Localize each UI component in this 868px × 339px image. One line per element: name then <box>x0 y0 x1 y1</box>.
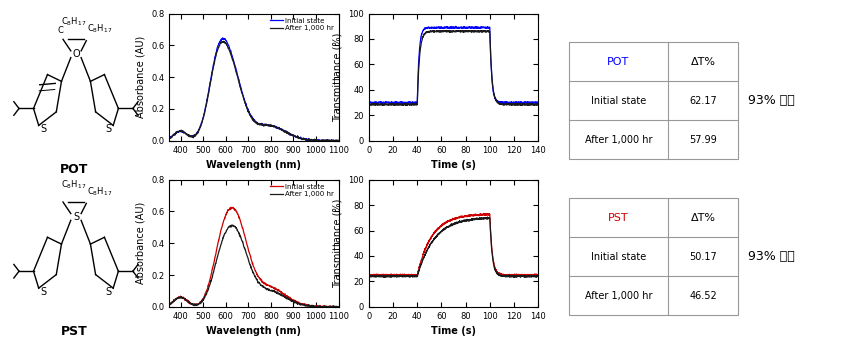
Initial state <box>264 284 274 288</box>
Text: C: C <box>57 26 63 35</box>
Text: 93% 달성: 93% 달성 <box>748 250 795 263</box>
Text: 46.52: 46.52 <box>689 291 717 301</box>
Initial state <box>241 239 252 243</box>
Text: $\mathregular{C_8H_{17}}$: $\mathregular{C_8H_{17}}$ <box>61 16 86 28</box>
Text: After 1,000 hr: After 1,000 hr <box>585 291 652 301</box>
Legend: Initial state, After 1,000 hr: Initial state, After 1,000 hr <box>269 17 335 32</box>
Text: Initial state: Initial state <box>591 252 646 262</box>
Text: PST: PST <box>608 213 628 223</box>
After 1,000 hr <box>227 223 238 227</box>
Initial state <box>333 139 344 143</box>
After 1,000 hr <box>309 139 319 143</box>
Initial state <box>164 136 174 140</box>
Initial state <box>164 303 174 307</box>
Initial state <box>278 291 288 295</box>
Y-axis label: Absorbance (AU): Absorbance (AU) <box>135 202 146 284</box>
After 1,000 hr <box>264 287 274 292</box>
Line: After 1,000 hr: After 1,000 hr <box>169 225 339 307</box>
After 1,000 hr <box>292 135 302 139</box>
After 1,000 hr <box>194 302 205 306</box>
Initial state <box>292 135 302 139</box>
After 1,000 hr <box>308 305 319 309</box>
Initial state <box>301 139 312 143</box>
After 1,000 hr <box>333 138 344 142</box>
Text: Initial state: Initial state <box>591 96 646 106</box>
After 1,000 hr <box>219 39 229 43</box>
Initial state <box>207 265 218 269</box>
Text: $\mathregular{C_8H_{17}}$: $\mathregular{C_8H_{17}}$ <box>61 179 86 191</box>
Y-axis label: Transmittance (%): Transmittance (%) <box>332 33 343 122</box>
After 1,000 hr <box>241 251 252 255</box>
X-axis label: Wavelength (nm): Wavelength (nm) <box>207 160 301 170</box>
Text: 50.17: 50.17 <box>689 252 717 262</box>
Initial state <box>264 123 274 127</box>
Text: $\mathregular{C_8H_{17}}$: $\mathregular{C_8H_{17}}$ <box>87 185 112 198</box>
Initial state <box>207 66 218 70</box>
Line: After 1,000 hr: After 1,000 hr <box>169 41 339 141</box>
After 1,000 hr <box>292 301 302 305</box>
After 1,000 hr <box>164 302 174 306</box>
After 1,000 hr <box>194 127 205 131</box>
Text: ΔT%: ΔT% <box>691 57 715 67</box>
After 1,000 hr <box>264 123 274 127</box>
Text: S: S <box>105 124 111 134</box>
After 1,000 hr <box>333 305 344 309</box>
Line: Initial state: Initial state <box>169 207 339 307</box>
X-axis label: Time (s): Time (s) <box>431 160 476 170</box>
After 1,000 hr <box>278 294 288 298</box>
Initial state <box>218 36 228 40</box>
Line: Initial state: Initial state <box>169 38 339 141</box>
After 1,000 hr <box>207 68 218 72</box>
After 1,000 hr <box>278 128 288 132</box>
Initial state <box>194 301 205 305</box>
Y-axis label: Absorbance (AU): Absorbance (AU) <box>135 36 146 118</box>
Text: S: S <box>105 286 111 297</box>
After 1,000 hr <box>241 104 252 108</box>
Text: POT: POT <box>608 57 629 67</box>
Text: O: O <box>72 49 80 59</box>
Text: After 1,000 hr: After 1,000 hr <box>585 135 652 145</box>
X-axis label: Wavelength (nm): Wavelength (nm) <box>207 326 301 336</box>
Text: PST: PST <box>61 325 87 338</box>
Text: S: S <box>73 212 79 222</box>
Y-axis label: Transmittance (%): Transmittance (%) <box>332 199 343 288</box>
After 1,000 hr <box>164 137 174 141</box>
Initial state <box>227 205 237 209</box>
Text: ΔT%: ΔT% <box>691 213 715 223</box>
Initial state <box>194 127 205 132</box>
Legend: Initial state, After 1,000 hr: Initial state, After 1,000 hr <box>269 183 335 198</box>
After 1,000 hr <box>207 273 218 277</box>
X-axis label: Time (s): Time (s) <box>431 326 476 336</box>
Text: S: S <box>41 124 47 134</box>
Initial state <box>278 128 288 133</box>
Initial state <box>241 102 252 106</box>
Text: 62.17: 62.17 <box>689 96 717 106</box>
Text: S: S <box>41 286 47 297</box>
Initial state <box>333 305 344 309</box>
Initial state <box>307 305 318 309</box>
Text: POT: POT <box>60 163 88 176</box>
Text: 57.99: 57.99 <box>689 135 717 145</box>
Text: 93% 달성: 93% 달성 <box>748 94 795 107</box>
Text: $\mathregular{C_8H_{17}}$: $\mathregular{C_8H_{17}}$ <box>87 23 112 35</box>
Initial state <box>292 301 302 305</box>
